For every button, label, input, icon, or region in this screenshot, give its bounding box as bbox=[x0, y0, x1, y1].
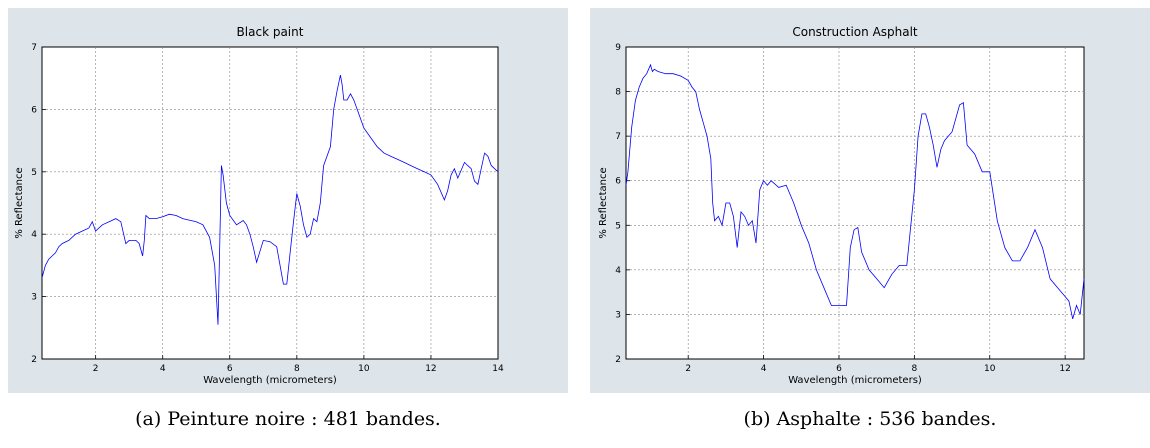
chart-title: Construction Asphalt bbox=[792, 25, 918, 39]
x-axis-label: Wavelength (micrometers) bbox=[788, 375, 922, 386]
figure-caption-a: (a) Peinture noire : 481 bandes. bbox=[135, 408, 441, 430]
y-tick-label: 8 bbox=[615, 88, 621, 98]
y-axis-label: % Reflectance bbox=[14, 167, 25, 238]
y-tick-label: 4 bbox=[615, 266, 621, 276]
x-tick-label: 6 bbox=[227, 364, 233, 374]
x-tick-label: 10 bbox=[984, 364, 996, 374]
chart-black-paint: 2 4 6 8 10 12 14 2 3 4 5 6 7 Black paint Wavelength … bbox=[14, 25, 504, 386]
y-tick-label: 3 bbox=[615, 310, 621, 320]
y-tick-label: 3 bbox=[31, 293, 37, 303]
x-tick-label: 8 bbox=[912, 364, 918, 374]
y-axis-label: % Reflectance bbox=[598, 167, 609, 238]
plot-area bbox=[41, 46, 499, 360]
x-axis-label: Wavelength (micrometers) bbox=[203, 375, 337, 386]
series-line bbox=[41, 75, 499, 325]
figure-caption-b: (b) Asphalte : 536 bandes. bbox=[743, 408, 997, 430]
y-tick-label: 7 bbox=[615, 132, 621, 142]
chart-construction-asphalt: 2 4 6 8 10 12 2 3 4 5 6 7 8 9 Construction Asphalt Wa… bbox=[598, 25, 1085, 386]
chart-panel-black-paint: 2 4 6 8 10 12 14 2 3 4 5 6 7 Black paint Wavelength … bbox=[8, 8, 568, 393]
y-tick-label: 6 bbox=[615, 177, 621, 187]
x-tick-label: 6 bbox=[836, 364, 842, 374]
x-tick-label: 2 bbox=[685, 364, 691, 374]
y-tick-label: 5 bbox=[31, 168, 37, 178]
y-tick-label: 6 bbox=[31, 105, 37, 115]
series-line bbox=[625, 63, 1085, 320]
x-tick-label: 4 bbox=[160, 364, 166, 374]
chart-title: Black paint bbox=[237, 25, 304, 39]
y-tick-label: 2 bbox=[615, 355, 621, 365]
x-tick-label: 4 bbox=[761, 364, 767, 374]
x-tick-label: 12 bbox=[1059, 364, 1070, 374]
y-tick-label: 5 bbox=[615, 221, 621, 231]
x-tick-label: 2 bbox=[93, 364, 99, 374]
y-tick-label: 7 bbox=[31, 43, 37, 53]
plot-area bbox=[625, 46, 1085, 360]
x-tick-label: 14 bbox=[492, 364, 504, 374]
y-tick-label: 9 bbox=[615, 43, 621, 53]
y-tick-label: 2 bbox=[31, 355, 37, 365]
x-tick-label: 10 bbox=[358, 364, 370, 374]
x-tick-label: 8 bbox=[294, 364, 300, 374]
chart-panel-construction-asphalt: 2 4 6 8 10 12 2 3 4 5 6 7 8 9 Construction Asphalt Wa… bbox=[590, 8, 1150, 393]
x-tick-label: 12 bbox=[425, 364, 436, 374]
y-tick-label: 4 bbox=[31, 230, 37, 240]
